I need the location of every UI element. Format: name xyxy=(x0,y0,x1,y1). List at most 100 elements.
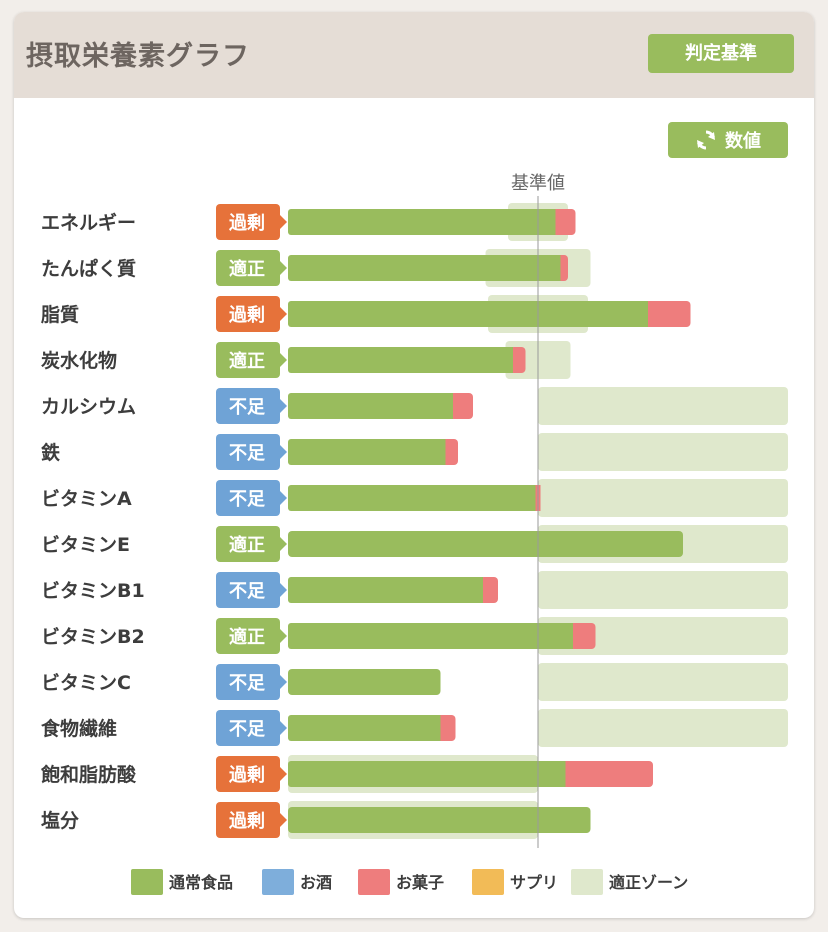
status-badge-label: 過剰 xyxy=(229,810,265,832)
status-badge-label: 不足 xyxy=(229,443,265,464)
legend-item: 通常食品 xyxy=(131,869,233,895)
bar-segment-group xyxy=(288,577,483,603)
status-badge-bg xyxy=(216,756,280,792)
status-badge-bg xyxy=(216,526,280,562)
status-badge-arrow xyxy=(279,260,287,276)
bar-segment-group xyxy=(288,669,441,695)
status-badge-bg xyxy=(216,572,280,608)
status-badge-arrow xyxy=(279,536,287,552)
legend-swatch xyxy=(262,869,294,895)
bar-segment xyxy=(288,807,591,833)
status-badge-label: 不足 xyxy=(229,581,265,602)
status-badge-label: 過剰 xyxy=(229,764,265,786)
status-badge: 不足 xyxy=(216,572,287,608)
bar-segment-join xyxy=(441,439,446,465)
status-badge-label: 適正 xyxy=(229,534,265,556)
values-toggle-button[interactable]: 数値 xyxy=(668,122,788,158)
status-badge-arrow xyxy=(279,812,287,828)
bar-segment xyxy=(288,209,556,235)
bar-segment xyxy=(565,761,653,787)
bar-segment-group xyxy=(555,209,576,235)
bar-segment-join xyxy=(648,301,652,327)
bar-segment xyxy=(288,485,536,511)
status-badge-arrow xyxy=(279,490,287,506)
refresh-icon xyxy=(697,130,715,150)
status-badge: 不足 xyxy=(216,710,287,746)
bar-segment-group xyxy=(288,209,556,235)
bar-segment-join xyxy=(449,393,453,419)
bar-segment-join xyxy=(555,209,560,235)
bar-segment-join xyxy=(483,577,487,603)
bar-segment-group xyxy=(440,715,456,741)
status-badge-bg xyxy=(216,250,280,286)
bar-segment-join xyxy=(445,439,450,465)
status-badge-arrow xyxy=(279,444,287,460)
status-badge-arrow xyxy=(279,720,287,736)
bar-segment xyxy=(453,393,473,419)
status-badge-arrow xyxy=(279,352,287,368)
optimal-zone xyxy=(538,387,788,425)
bar-segment-join xyxy=(556,255,561,281)
legend-label: 通常食品 xyxy=(169,873,233,892)
legend-swatch xyxy=(571,869,603,895)
bar-segment-group xyxy=(288,439,446,465)
bar-segment-group xyxy=(288,255,561,281)
nutrient-graph-card: 摂取栄養素グラフ 判定基準 数値 基準値 エネルギー 過剰 たんぱく質 適正 脂質 過剰 炭水… xyxy=(14,12,814,918)
bar-segment-join xyxy=(560,255,565,281)
status-badge-arrow xyxy=(279,628,287,644)
bar-segment-group xyxy=(513,347,526,373)
status-badge-label: 不足 xyxy=(229,489,265,510)
status-badge-bg xyxy=(216,480,280,516)
nutrient-label: ビタミンE xyxy=(41,534,130,556)
status-badge-bg xyxy=(216,664,280,700)
status-badge: 適正 xyxy=(216,250,287,286)
bar-segment-join xyxy=(551,209,556,235)
legend-label: サプリ xyxy=(510,873,558,892)
bar-segment xyxy=(288,715,441,741)
bar-segment-join xyxy=(440,715,445,741)
legend-item: お酒 xyxy=(262,869,332,895)
bar-segment-group xyxy=(288,623,573,649)
bar-segment-group xyxy=(288,531,683,557)
status-badge-bg xyxy=(216,388,280,424)
status-badge: 不足 xyxy=(216,388,287,424)
status-badge-label: 不足 xyxy=(229,719,265,740)
bar-segment-group xyxy=(573,623,596,649)
nutrient-label: 塩分 xyxy=(41,809,79,832)
status-badge-bg xyxy=(216,618,280,654)
legend-swatch xyxy=(472,869,504,895)
bar-segment xyxy=(288,439,446,465)
status-badge-label: 過剰 xyxy=(229,304,265,326)
status-badge-arrow xyxy=(279,214,287,230)
status-badge-bg xyxy=(216,296,280,332)
optimal-zone xyxy=(538,617,788,655)
nutrient-label: カルシウム xyxy=(41,396,136,418)
status-badge-label: 適正 xyxy=(229,258,265,280)
status-badge: 過剰 xyxy=(216,204,287,240)
bar-segment-group xyxy=(288,807,591,833)
status-badge: 不足 xyxy=(216,664,287,700)
status-badge-label: 適正 xyxy=(229,626,265,648)
bar-segment-group xyxy=(560,255,568,281)
nutrient-label: 脂質 xyxy=(41,303,79,326)
status-badge: 過剰 xyxy=(216,802,287,838)
bar-segment xyxy=(648,301,691,327)
legend-swatch xyxy=(358,869,390,895)
criteria-button[interactable]: 判定基準 xyxy=(648,34,794,73)
nutrient-label: 食物繊維 xyxy=(41,717,117,740)
nutrient-label: ビタミンB1 xyxy=(41,580,145,602)
nutrient-label: 鉄 xyxy=(41,441,60,464)
status-badge: 不足 xyxy=(216,434,287,470)
status-badge: 適正 xyxy=(216,342,287,378)
bar-segment xyxy=(288,301,648,327)
bar-segment-join xyxy=(573,623,577,649)
legend-swatch xyxy=(131,869,163,895)
bar-segment-join xyxy=(479,577,483,603)
nutrient-label: ビタミンB2 xyxy=(41,626,145,648)
card-header: 摂取栄養素グラフ 判定基準 xyxy=(14,12,814,98)
bar-segment xyxy=(555,209,576,235)
status-badge: 適正 xyxy=(216,526,287,562)
bar-segment xyxy=(288,393,453,419)
status-badge: 過剰 xyxy=(216,296,287,332)
